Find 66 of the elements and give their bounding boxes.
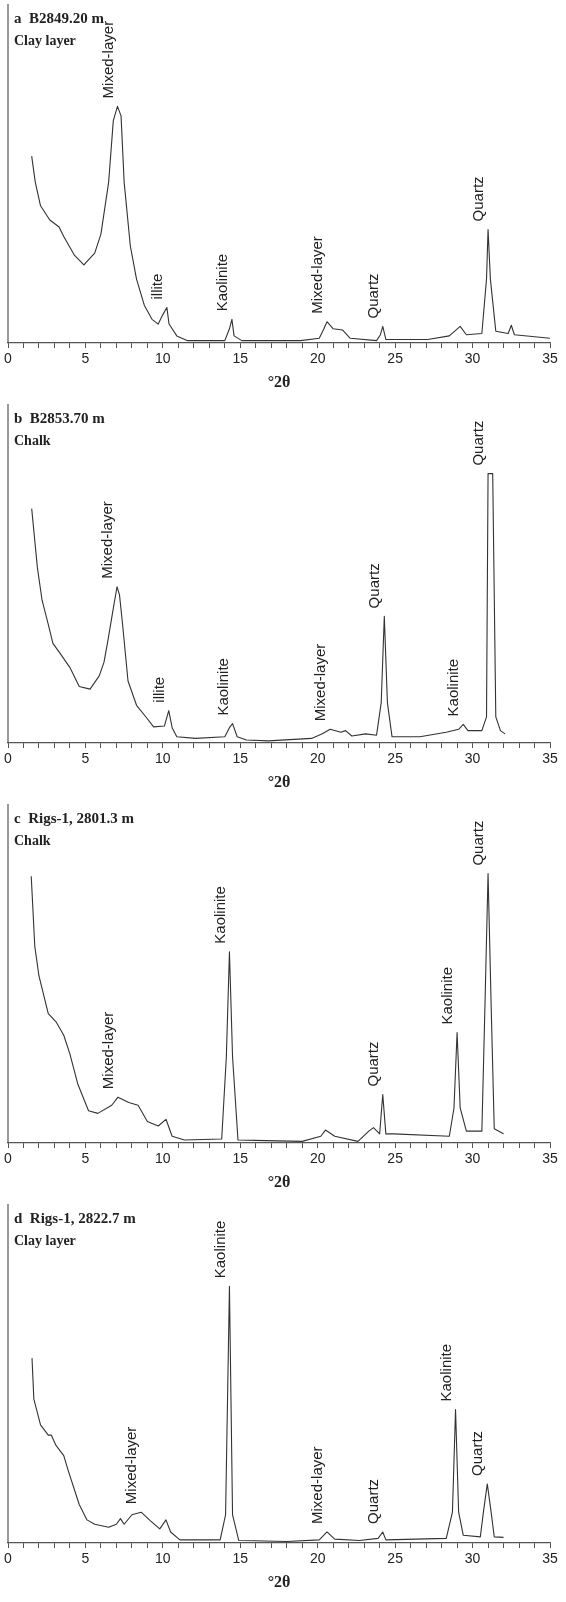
x-tick-label: 25 bbox=[387, 1150, 404, 1167]
x-tick-label: 5 bbox=[81, 1150, 90, 1167]
annotation: Kaolinite bbox=[210, 886, 228, 944]
x-tick-label: 20 bbox=[309, 350, 326, 367]
x-tick-label: 35 bbox=[542, 1150, 558, 1167]
x-tick-label: 35 bbox=[542, 750, 558, 767]
x-tick-label: 10 bbox=[155, 350, 171, 367]
x-tick-label: 10 bbox=[155, 750, 171, 767]
x-axis-title: °2θ bbox=[267, 1172, 291, 1190]
x-tick-label: 30 bbox=[464, 750, 481, 767]
x-tick-label: 15 bbox=[232, 1550, 249, 1567]
x-tick-label: 0 bbox=[4, 1150, 13, 1167]
annotation: Kaolinite bbox=[438, 966, 456, 1025]
annotation: Quartz bbox=[468, 1430, 486, 1476]
x-tick-label: 10 bbox=[155, 1150, 171, 1167]
annotation: Kaolinite bbox=[213, 658, 231, 716]
annotation: Quartz bbox=[469, 176, 487, 222]
x-tick-label: 20 bbox=[309, 750, 326, 767]
x-tick-label: 5 bbox=[81, 1550, 90, 1567]
chart-subtitle: Clay layer bbox=[14, 1232, 76, 1248]
x-tick-label: 15 bbox=[232, 750, 249, 767]
x-tick-label: 30 bbox=[464, 350, 481, 367]
chart-title: b B2853.70 m bbox=[14, 410, 106, 427]
x-axis-title: °2θ bbox=[267, 1572, 291, 1590]
x-tick-label: 20 bbox=[309, 1150, 326, 1167]
annotation: Kaolinite bbox=[444, 658, 462, 717]
x-tick-label: 0 bbox=[4, 350, 13, 367]
x-tick-label: 15 bbox=[232, 350, 249, 367]
annotation: illite bbox=[149, 676, 167, 703]
chart-title: c Rigs-1, 2801.3 m bbox=[14, 810, 135, 827]
x-tick-label: 15 bbox=[232, 1150, 249, 1167]
annotation: Kaolinite bbox=[210, 1220, 228, 1279]
chart-title: d Rigs-1, 2822.7 m bbox=[14, 1210, 137, 1227]
annotation: Quartz bbox=[469, 820, 487, 866]
annotation: Quartz bbox=[363, 1478, 381, 1524]
annotation: Mixed-layer bbox=[311, 643, 329, 722]
x-tick-label: 5 bbox=[81, 750, 90, 767]
annotation: Mixed-layer bbox=[122, 1426, 140, 1505]
annotation: Mixed-layer bbox=[99, 1011, 117, 1090]
annotation: Quartz bbox=[469, 420, 487, 466]
x-tick-label: 30 bbox=[464, 1150, 481, 1167]
x-tick-label: 35 bbox=[542, 350, 558, 367]
annotation: Kaolinite bbox=[436, 1343, 454, 1402]
chart-subtitle: Chalk bbox=[14, 832, 51, 848]
x-tick-label: 0 bbox=[4, 750, 13, 767]
x-tick-label: 5 bbox=[81, 350, 90, 367]
x-tick-label: 25 bbox=[387, 1550, 404, 1567]
x-tick-label: 35 bbox=[542, 1550, 558, 1567]
x-tick-label: 10 bbox=[155, 1550, 171, 1567]
annotation: Quartz bbox=[363, 1041, 381, 1087]
annotation: Mixed-layer bbox=[98, 501, 116, 579]
annotation: Kaolinite bbox=[213, 253, 231, 312]
annotation: illite bbox=[148, 273, 166, 300]
x-tick-label: 20 bbox=[309, 1550, 326, 1567]
x-tick-label: 0 bbox=[4, 1550, 13, 1567]
chart-subtitle: Chalk bbox=[14, 432, 51, 448]
annotation: Mixed-layer bbox=[308, 236, 326, 314]
x-axis-title: °2θ bbox=[267, 372, 291, 390]
x-tick-label: 25 bbox=[387, 750, 404, 767]
x-tick-label: 25 bbox=[387, 350, 404, 367]
chart-subtitle: Clay layer bbox=[14, 32, 76, 48]
annotation: Quartz bbox=[365, 563, 383, 609]
x-axis-title: °2θ bbox=[267, 772, 291, 790]
x-tick-label: 30 bbox=[464, 1550, 481, 1567]
annotation: Quartz bbox=[363, 273, 381, 319]
annotation: Mixed-layer bbox=[308, 1446, 326, 1524]
